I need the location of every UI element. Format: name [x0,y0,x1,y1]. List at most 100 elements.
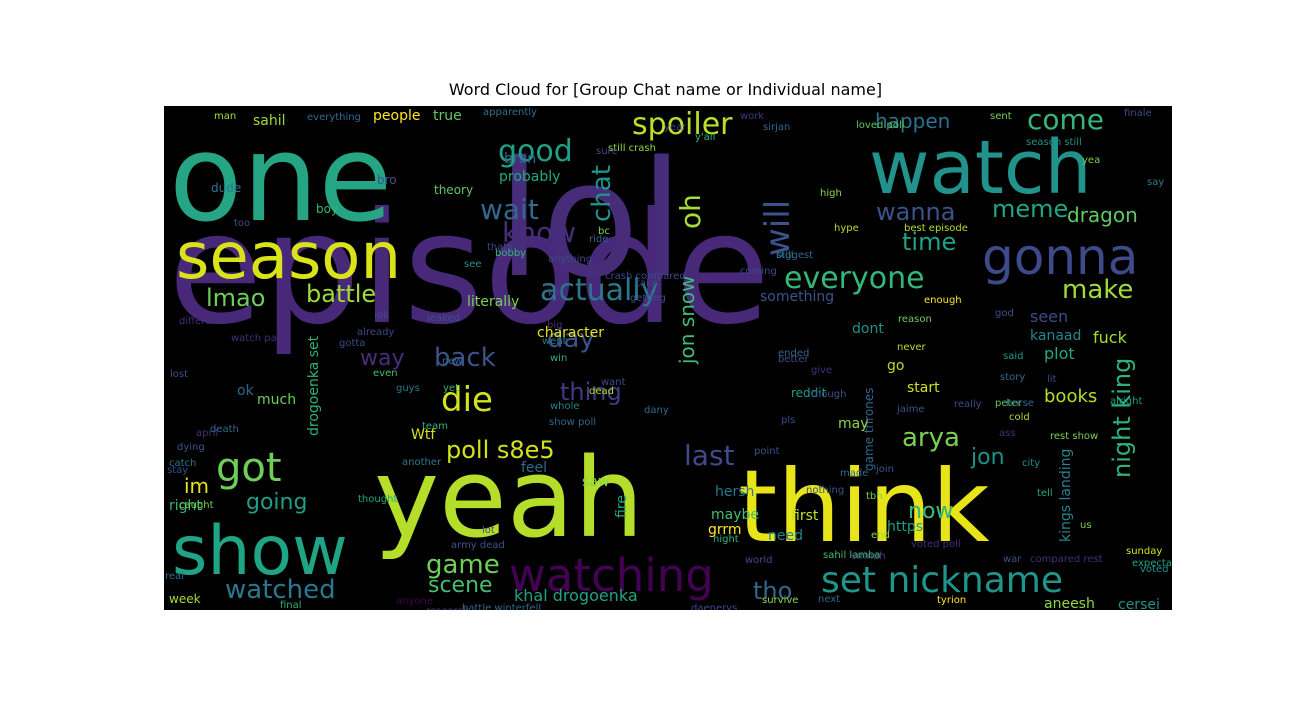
word-dont: dont [852,321,884,337]
word-lmao: lmao [206,284,265,312]
word-anything: anything [548,254,592,265]
word-cersei: cersei [1118,597,1160,610]
word-true: true [433,108,462,124]
word-world: world [745,555,773,566]
word-will: will [758,200,798,256]
word-jon-snow: jon snow [675,275,699,365]
word-dragon: dragon [1067,203,1138,227]
word-war: war [1003,554,1022,565]
word-tell: tell [1037,488,1053,499]
word-day: day [547,324,595,354]
word-god: god [995,308,1014,319]
word-back: back [434,343,496,373]
word-https: https [887,519,923,535]
word-army-dead: army dead [451,540,505,551]
word-good: good [498,134,573,169]
word-better: better [778,354,809,365]
word-lot: lot [482,525,495,536]
word-bc: bc [598,226,610,237]
word-tyrion: tyrion [937,595,966,606]
word-jon: jon [970,445,1005,470]
word-grrm: grrm [708,522,742,538]
word-night: night [713,534,739,545]
word-seen: seen [1030,307,1068,326]
word-catch: catch [169,458,196,469]
word-alright: alright [1110,396,1142,407]
word-spoiler: spoiler [632,107,733,142]
word-hype: hype [834,223,859,234]
word-loved-poll: loved poll [856,120,905,131]
word-dude: dude [211,181,241,195]
word-ride: ride [589,234,608,245]
word-ass: ass [999,428,1016,439]
word-plot: plot [1044,344,1075,363]
word-still-crash: still crash [608,143,656,154]
word-show: show [172,512,348,591]
word-one: one [169,110,392,249]
word-really: really [954,399,982,410]
word-ended: ended [778,348,809,359]
word-team: team [422,421,448,432]
word-fuck: fuck [1093,328,1128,347]
word-game: game [426,550,500,580]
word-everything: everything [307,112,361,123]
word-tho: tho [753,577,792,605]
word-cloud: episode lol one yeah think watch season show gon… [164,106,1172,610]
word-different: different [179,316,222,327]
word-bro: bro [377,173,397,187]
word-coming: coming [740,266,777,277]
word-nothing: nothing [806,485,844,496]
word-big: big [547,320,562,331]
word-join: join [875,464,894,475]
word-compared-rest: compared rest [1030,554,1103,565]
word-watch: watch [869,125,1091,211]
word-sahil-lamba: sahil lamba [823,550,881,561]
word-went: went [542,336,567,347]
word-horse: horse [1006,398,1034,409]
word-pls: pls [781,415,795,426]
word-season-still: season still [1026,137,1082,148]
word-dying: dying [177,442,205,453]
word-expectations: expectations [1132,558,1172,569]
word-y-all: y'all [695,132,715,143]
word-lit: lit [1047,374,1057,385]
word-though: though [811,389,846,400]
word-made: made [840,468,868,479]
word-jaime: jaime [896,404,925,415]
word-battle: battle [306,280,376,308]
word-city: city [1022,458,1040,469]
word-too: too [234,218,250,229]
word-story: story [1000,372,1025,383]
word-first: first [791,508,819,524]
word-crash-compared: crash compared [605,271,686,282]
word-people: people [373,108,420,124]
word-im: im [184,474,209,498]
word-game-thrones: game thrones [862,388,876,471]
word-sent: sent [990,111,1012,122]
word-see: see [464,259,482,270]
word-real: real [165,571,184,582]
word-bran: bran [504,151,536,167]
word-make: make [1062,275,1133,305]
word-drogoenka-set: drogoenka set [306,335,322,436]
word-night-king: night king [1108,358,1136,478]
word-man: man [214,111,236,122]
word-die: die [441,380,493,420]
word-final: final [280,600,302,610]
word-scene: scene [428,573,493,598]
word-books: books [1044,386,1097,407]
word-wait: wait [480,193,539,226]
word-oh: oh [674,194,707,229]
word-watched: watched [225,575,336,605]
word-anyone: anyone [396,596,433,607]
word-watch-party: watch party [231,333,291,344]
word-bobby: bobby [495,248,526,259]
word-research: research [426,606,469,610]
word-wtf: Wtf [411,427,436,443]
word-sure: sure [596,146,618,157]
word-got: got [216,445,282,491]
word-character: character [537,325,604,341]
word-sahil: sahil [253,113,286,129]
word-thought: thought [358,494,397,505]
